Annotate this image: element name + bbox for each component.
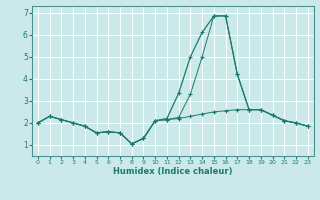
X-axis label: Humidex (Indice chaleur): Humidex (Indice chaleur) (113, 167, 233, 176)
